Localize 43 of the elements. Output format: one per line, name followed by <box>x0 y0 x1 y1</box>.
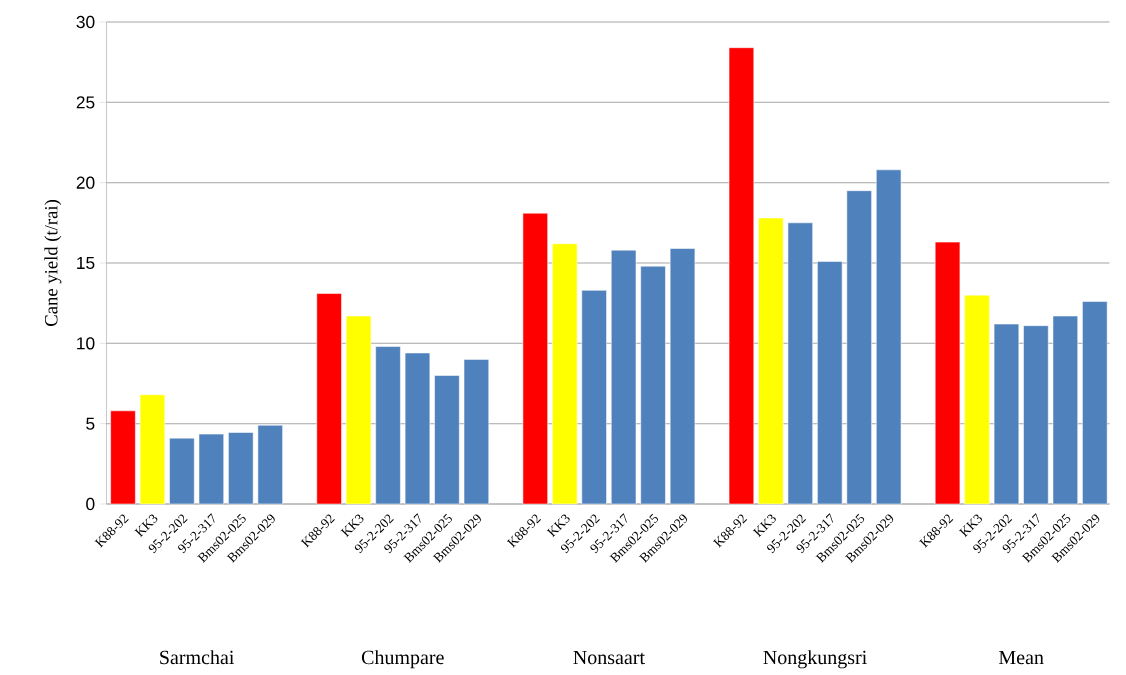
bar <box>434 375 460 505</box>
bar <box>375 346 401 505</box>
y-tick-label: 10 <box>77 337 95 350</box>
text: Nongkungsri <box>763 650 867 669</box>
bar <box>1082 301 1108 505</box>
bar <box>787 222 813 505</box>
bar <box>758 217 784 505</box>
y-tick-label: 20 <box>76 176 95 189</box>
bar <box>993 323 1020 505</box>
bar <box>110 410 136 505</box>
bar <box>846 190 872 505</box>
bar <box>1052 315 1078 505</box>
text: Nonsaart <box>573 650 645 665</box>
text: Mean <box>999 650 1044 665</box>
y-tick-label: 25 <box>76 96 95 109</box>
bar <box>139 394 166 505</box>
bar <box>817 261 843 505</box>
bar <box>522 212 548 505</box>
bar <box>198 433 224 505</box>
bar <box>345 315 372 505</box>
bar <box>404 352 431 505</box>
bar <box>669 248 696 505</box>
y-axis-title: Cane yield (t/rai) <box>44 200 62 326</box>
bar <box>934 241 961 505</box>
bar <box>257 425 283 505</box>
text: Chumpare <box>361 650 444 669</box>
bar <box>610 249 637 505</box>
text: Sarmchai <box>160 650 235 665</box>
bar <box>169 437 195 505</box>
bar <box>640 265 666 505</box>
y-tick-label: 0 <box>86 497 95 511</box>
y-tick-label: 15 <box>77 256 95 270</box>
y-tick-label: 30 <box>76 15 95 29</box>
bar <box>552 243 578 505</box>
bar <box>1023 325 1049 505</box>
bar <box>964 294 990 505</box>
bar <box>876 169 902 505</box>
bar <box>728 47 755 505</box>
bar <box>316 293 342 505</box>
bar <box>228 432 254 505</box>
y-tick-label: 5 <box>86 417 95 430</box>
bar <box>581 290 607 505</box>
bar <box>463 359 490 505</box>
